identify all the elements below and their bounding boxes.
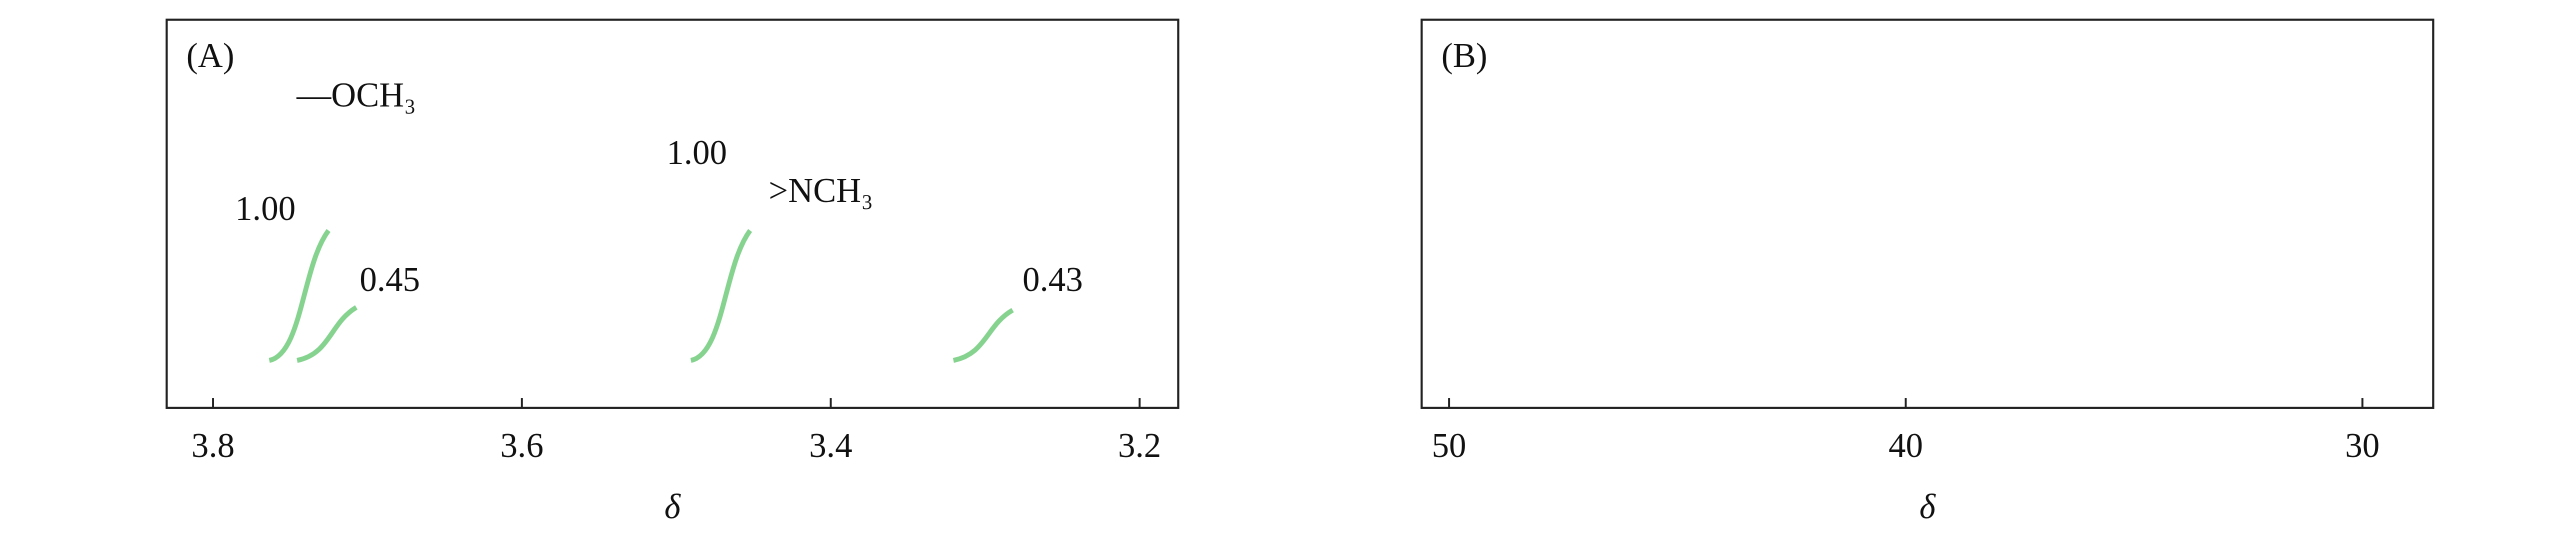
x-tick-label: 3.6 [500, 427, 543, 465]
panel-label: (A) [186, 37, 234, 75]
x-tick-label: 30 [2345, 427, 2380, 465]
x-tick-label: 50 [1432, 427, 1467, 465]
plot-area [268, 228, 1014, 363]
x-axis-label: δ [664, 488, 681, 526]
integral-label: 1.00 [235, 190, 295, 228]
integral-label: 0.45 [360, 261, 420, 299]
integral-label: 1.00 [667, 134, 727, 172]
panel-label: (B) [1441, 37, 1487, 75]
integral-curve [296, 305, 358, 363]
peak-annotation: —OCH₃ [296, 77, 416, 115]
x-tick-label: 3.2 [1118, 427, 1161, 465]
panel-frame [1420, 18, 2435, 409]
panel-frame [165, 18, 1180, 409]
x-tick-label: 40 [1888, 427, 1923, 465]
x-tick-label: 3.8 [191, 427, 234, 465]
integral-curve [952, 308, 1014, 363]
x-tick-label: 3.4 [809, 427, 852, 465]
peak-annotation: >NCH₃ [769, 172, 873, 210]
integral-label: 0.43 [1023, 261, 1083, 299]
integral-curve [690, 228, 753, 363]
x-axis-label: δ [1919, 488, 1936, 526]
integral-curve [268, 228, 331, 363]
